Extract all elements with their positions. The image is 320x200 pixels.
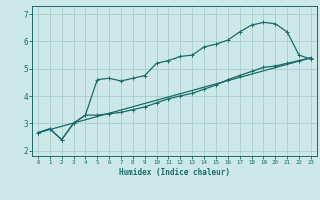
X-axis label: Humidex (Indice chaleur): Humidex (Indice chaleur) — [119, 168, 230, 177]
